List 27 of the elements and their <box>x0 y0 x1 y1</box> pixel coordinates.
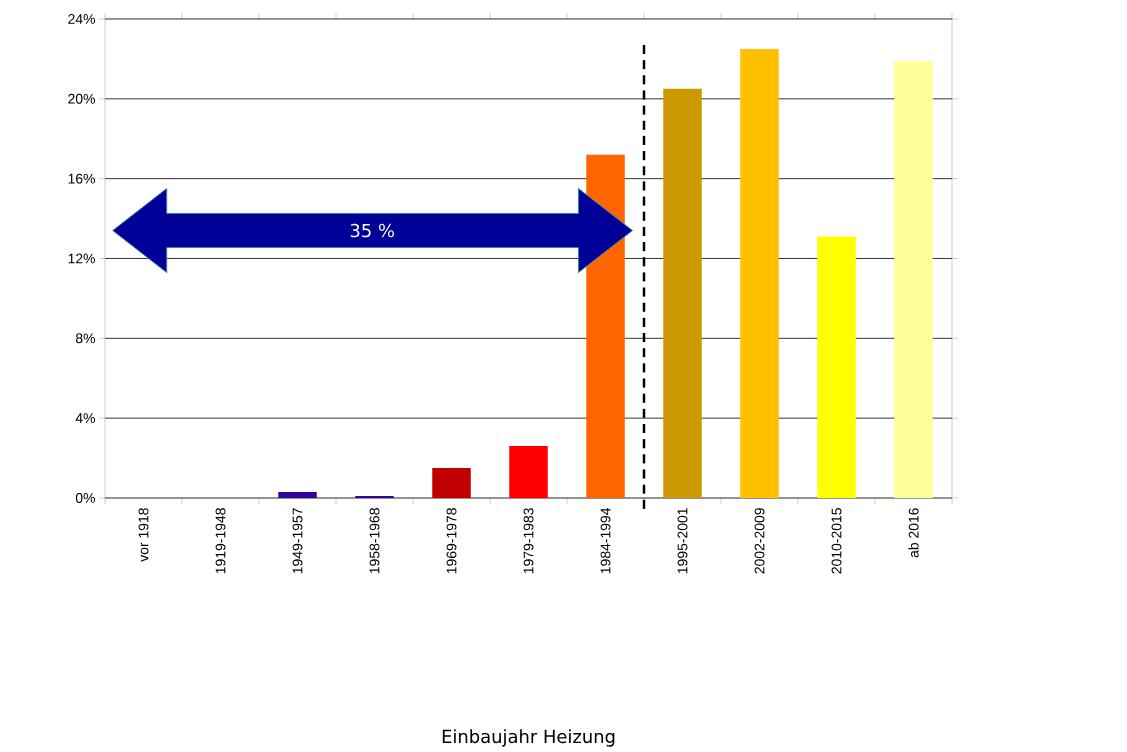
x-tick-label: ab 2016 <box>908 508 919 558</box>
bar <box>663 88 702 498</box>
x-tick-label: 2010-2015 <box>831 508 842 574</box>
x-tick-label: 1969-1978 <box>446 508 457 574</box>
y-tick-label: 0% <box>75 493 95 503</box>
x-tick-label: 1919-1948 <box>215 508 226 574</box>
x-tick-label: 2002-2009 <box>754 508 765 574</box>
y-tick-label: 12% <box>68 253 95 264</box>
x-tick-label: 1984-1994 <box>600 507 611 574</box>
y-tick-label: 24% <box>68 14 95 24</box>
x-tick-label: 1995-2001 <box>677 508 688 574</box>
x-tick-label: vor 1918 <box>138 508 149 562</box>
x-tick-label: 1958-1968 <box>369 508 380 574</box>
annotation: 35 % <box>350 223 394 238</box>
bar <box>278 492 317 498</box>
bar <box>740 48 779 498</box>
x-tick-label: 1949-1957 <box>292 508 303 574</box>
bar <box>432 468 471 498</box>
bar <box>894 60 933 498</box>
y-tick-label: 20% <box>68 93 95 104</box>
y-tick-label: 8% <box>75 333 95 344</box>
bar <box>817 236 856 498</box>
x-tick-label: 1979-1983 <box>523 508 534 574</box>
text: Einbaujahr Heizung <box>442 729 615 747</box>
y-tick-label: 4% <box>75 413 95 424</box>
y-tick-label: 16% <box>68 173 95 184</box>
bar <box>509 446 548 498</box>
